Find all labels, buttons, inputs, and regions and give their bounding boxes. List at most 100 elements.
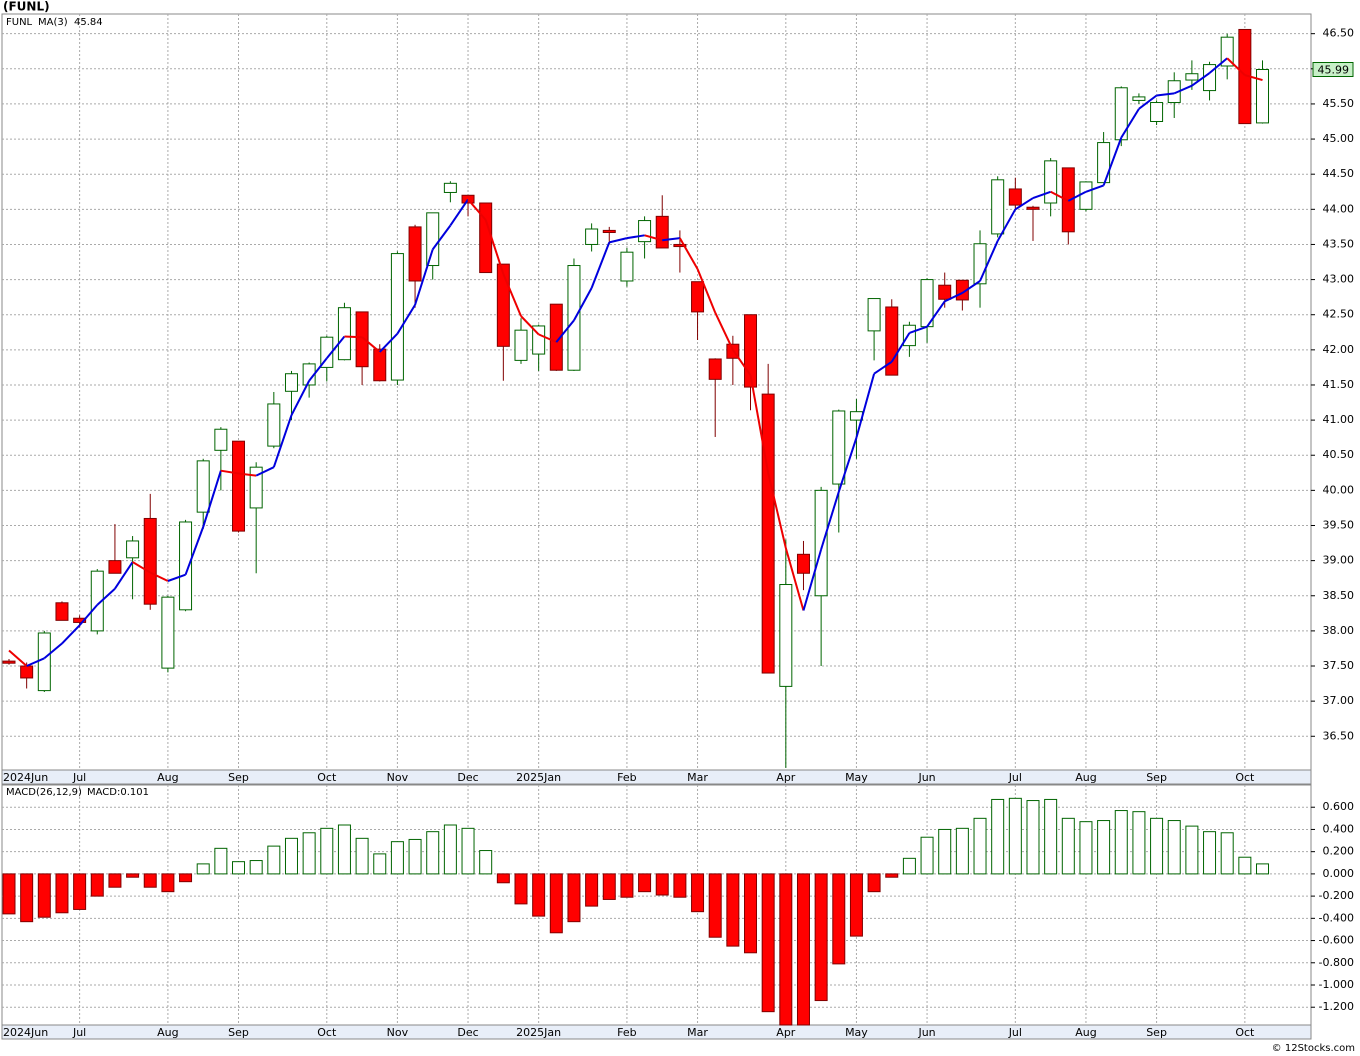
candle-body	[1044, 160, 1058, 204]
ma-line	[308, 357, 328, 382]
candle-body	[1185, 73, 1199, 81]
macd-bar	[814, 873, 828, 1002]
x-tick-label: Aug	[157, 771, 178, 784]
y-tick-label: 0.600	[1323, 800, 1355, 813]
plot-area	[1, 784, 1312, 1026]
y-tick-label: 0.000	[1323, 867, 1355, 880]
x-tick-label: Sep	[1146, 771, 1167, 784]
candle-body	[549, 303, 563, 371]
candle-body	[1008, 188, 1022, 206]
ma-line	[202, 470, 222, 528]
macd-bar	[1079, 821, 1093, 875]
ma-line	[1014, 197, 1034, 211]
last-price-label: 45.99	[1318, 64, 1350, 77]
ma-line	[167, 573, 186, 582]
candle-body	[514, 329, 528, 361]
ma-line	[590, 241, 611, 289]
y-tick-label: 43.50	[1323, 237, 1355, 250]
last-price-box	[1312, 62, 1354, 78]
macd-bar	[691, 873, 705, 913]
ma-line	[379, 332, 399, 353]
candle-body	[108, 560, 122, 574]
candle-body	[567, 265, 581, 371]
macd-bar	[284, 837, 298, 875]
macd-bar	[885, 873, 899, 878]
macd-bar	[938, 828, 952, 875]
macd-bar	[302, 832, 316, 875]
chart-title: (FUNL)	[3, 0, 50, 14]
ma-line	[132, 561, 151, 574]
y-tick-label: -0.200	[1319, 889, 1354, 902]
macd-bar	[37, 873, 51, 918]
ma-line	[696, 268, 717, 313]
macd-bar	[232, 861, 246, 875]
candle-body	[73, 617, 87, 623]
ma-line	[909, 325, 928, 334]
y-tick-label: 44.50	[1323, 167, 1355, 180]
macd-bar	[426, 831, 440, 875]
ma-line	[538, 333, 557, 344]
ma-line	[8, 649, 28, 667]
ma-line	[679, 237, 699, 270]
ma-line	[344, 335, 363, 339]
ma-line	[1067, 190, 1087, 202]
macd-bar	[443, 824, 457, 875]
ma-line	[732, 349, 752, 376]
x-tick-label: Oct	[317, 1026, 337, 1039]
candle-body	[390, 253, 404, 381]
ma-line	[961, 280, 981, 294]
x-tick-label: Sep	[228, 771, 249, 784]
ma-line	[396, 304, 416, 335]
x-tick-label: Aug	[1075, 1026, 1096, 1039]
macd-bar	[320, 827, 334, 875]
candle-body	[638, 220, 652, 243]
candle-body	[126, 540, 140, 559]
candle-body	[867, 298, 881, 332]
x-tick-label: Jun	[917, 771, 935, 784]
macd-bar	[796, 873, 810, 1026]
ma-line	[1191, 72, 1211, 87]
macd-bar	[1132, 811, 1146, 875]
ma-line	[61, 624, 81, 645]
x-tick-label: Mar	[687, 1026, 708, 1039]
y-tick-label: 40.50	[1323, 448, 1355, 461]
ma-line	[944, 292, 963, 303]
x-tick-label: Apr	[776, 771, 796, 784]
macd-bar	[673, 873, 687, 898]
ma-line	[1138, 94, 1158, 110]
ma-line	[467, 198, 487, 221]
candle-body	[744, 314, 758, 388]
candle-body	[267, 403, 281, 447]
candle-body	[232, 440, 246, 532]
y-tick-label: -1.200	[1319, 1000, 1354, 1013]
candle-body	[284, 373, 298, 392]
x-tick-label: Oct	[1235, 1026, 1255, 1039]
candle-body	[938, 284, 952, 300]
macd-title: MACD(26,12,9)	[6, 787, 82, 798]
macd-bar	[549, 873, 563, 934]
ma-line	[361, 336, 381, 353]
ma-line	[26, 657, 45, 667]
candle-body	[443, 182, 457, 193]
y-tick-label: -0.600	[1319, 934, 1354, 947]
y-tick-label: 44.00	[1323, 202, 1355, 215]
ma-line	[96, 587, 116, 606]
x-tick-label: Mar	[687, 771, 708, 784]
macd-bar	[1185, 825, 1199, 875]
ma-line	[626, 234, 645, 240]
macd-bar	[567, 873, 581, 923]
ma-line	[820, 491, 840, 550]
x-tick-label: Aug	[157, 1026, 178, 1039]
macd-bar	[1220, 832, 1234, 875]
macd-bar	[761, 873, 775, 1013]
candle-body	[1079, 181, 1093, 210]
macd-bar	[355, 837, 369, 875]
y-tick-label: 41.00	[1323, 413, 1355, 426]
ma-line	[326, 335, 346, 359]
macd-bar	[373, 853, 387, 875]
ma-line	[890, 332, 911, 363]
ma-line	[996, 208, 1017, 242]
macd-bar	[1008, 797, 1022, 875]
ma-line	[184, 526, 205, 576]
date-strip	[1, 769, 1312, 785]
